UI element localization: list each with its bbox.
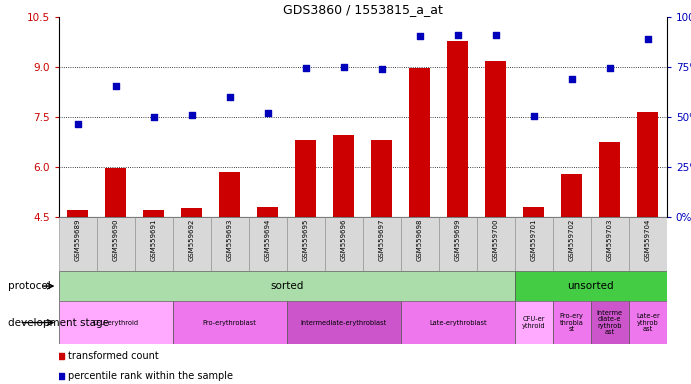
Bar <box>591 217 629 271</box>
Point <box>414 33 425 39</box>
Text: transformed count: transformed count <box>68 351 159 361</box>
Bar <box>173 301 287 344</box>
Text: Interme
diate-e
rythrob
ast: Interme diate-e rythrob ast <box>597 310 623 335</box>
Point <box>642 36 653 42</box>
Bar <box>135 217 173 271</box>
Point <box>224 94 235 100</box>
Bar <box>363 217 401 271</box>
Bar <box>477 217 515 271</box>
Point <box>376 65 387 71</box>
Bar <box>67 210 88 217</box>
Text: GSM559702: GSM559702 <box>569 218 575 261</box>
Text: GSM559698: GSM559698 <box>417 218 423 261</box>
Bar <box>59 217 97 271</box>
Text: GSM559690: GSM559690 <box>113 218 119 261</box>
Bar <box>287 301 401 344</box>
Bar <box>181 208 202 217</box>
Point <box>148 114 159 120</box>
Point <box>262 110 273 116</box>
Point <box>186 113 197 119</box>
Text: GSM559697: GSM559697 <box>379 218 385 261</box>
Bar <box>257 207 278 217</box>
Bar <box>447 41 468 217</box>
Text: protocol: protocol <box>8 281 51 291</box>
Text: GSM559689: GSM559689 <box>75 218 81 261</box>
Point <box>300 65 311 71</box>
Text: GSM559696: GSM559696 <box>341 218 347 261</box>
Bar <box>515 301 553 344</box>
Text: GSM559703: GSM559703 <box>607 218 613 261</box>
Bar <box>637 112 659 217</box>
Bar <box>401 301 515 344</box>
Point <box>604 65 615 71</box>
Bar <box>325 217 363 271</box>
Bar <box>629 301 667 344</box>
Title: GDS3860 / 1553815_a_at: GDS3860 / 1553815_a_at <box>283 3 443 16</box>
Bar <box>333 136 354 217</box>
Bar <box>599 142 621 217</box>
Text: GSM559704: GSM559704 <box>645 218 651 261</box>
Text: Intermediate-erythroblast: Intermediate-erythroblast <box>301 319 387 326</box>
Text: GSM559701: GSM559701 <box>531 218 537 261</box>
Text: percentile rank within the sample: percentile rank within the sample <box>68 371 233 381</box>
Text: GSM559695: GSM559695 <box>303 218 309 261</box>
Bar <box>409 68 430 217</box>
Bar <box>401 217 439 271</box>
Bar <box>515 271 667 301</box>
Bar <box>173 217 211 271</box>
Bar <box>295 140 316 217</box>
Text: GSM559693: GSM559693 <box>227 218 233 261</box>
Text: GSM559694: GSM559694 <box>265 218 271 261</box>
Text: CFU-erythroid: CFU-erythroid <box>93 319 139 326</box>
Bar <box>485 61 507 217</box>
Text: GSM559692: GSM559692 <box>189 218 195 261</box>
Bar <box>553 217 591 271</box>
Bar <box>249 217 287 271</box>
Bar <box>287 217 325 271</box>
Bar <box>553 301 591 344</box>
Point <box>110 83 121 89</box>
Point <box>490 32 501 38</box>
Text: Late-erythroblast: Late-erythroblast <box>429 319 486 326</box>
Bar <box>439 217 477 271</box>
Text: Pro-ery
throbla
st: Pro-ery throbla st <box>560 313 584 332</box>
Bar <box>591 301 629 344</box>
Text: Late-er
ythrob
ast: Late-er ythrob ast <box>636 313 660 332</box>
Text: Pro-erythroblast: Pro-erythroblast <box>203 319 256 326</box>
Text: CFU-er
ythroid: CFU-er ythroid <box>522 316 546 329</box>
Bar <box>97 217 135 271</box>
Bar <box>59 271 515 301</box>
Bar <box>561 174 583 217</box>
Point <box>566 76 577 82</box>
Point <box>338 63 349 70</box>
Bar <box>105 168 126 217</box>
Bar <box>629 217 667 271</box>
Bar <box>59 301 173 344</box>
Bar <box>515 217 553 271</box>
Text: unsorted: unsorted <box>567 281 614 291</box>
Text: GSM559700: GSM559700 <box>493 218 499 261</box>
Text: GSM559699: GSM559699 <box>455 218 461 261</box>
Bar <box>371 140 392 217</box>
Bar <box>523 207 545 217</box>
Text: development stage: development stage <box>8 318 109 328</box>
Text: sorted: sorted <box>270 281 303 291</box>
Text: GSM559691: GSM559691 <box>151 218 157 261</box>
Point <box>528 113 539 119</box>
Bar <box>219 172 240 217</box>
Bar <box>211 217 249 271</box>
Bar <box>143 210 164 217</box>
Point <box>72 121 83 127</box>
Point <box>452 32 463 38</box>
